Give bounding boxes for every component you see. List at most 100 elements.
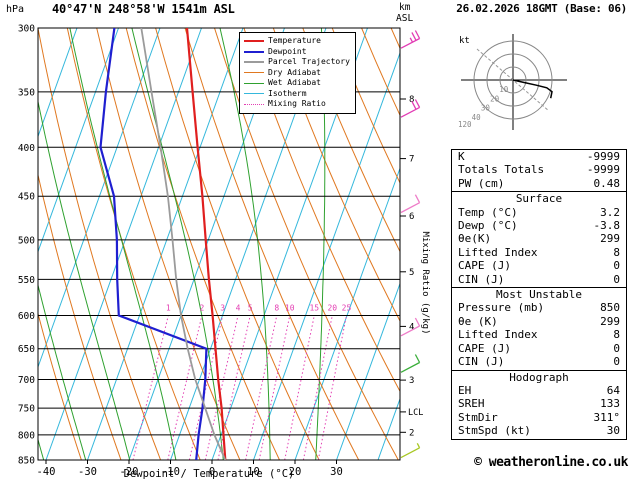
stats-row: K -9999 [452, 150, 626, 163]
stats-row: CAPE (J) 0 [452, 259, 626, 272]
hodograph-unit-label: kt [459, 36, 470, 46]
svg-text:4: 4 [409, 322, 414, 332]
x-axis-label: Dewpoint / Temperature (°C) [123, 468, 295, 480]
stats-label: θe (K) [458, 314, 498, 328]
svg-text:750: 750 [18, 404, 35, 415]
svg-text:300: 300 [18, 24, 35, 35]
svg-text:600: 600 [18, 311, 35, 322]
series-temperature [185, 28, 227, 460]
svg-text:850: 850 [18, 456, 35, 467]
legend-line-swatch [244, 72, 264, 74]
wind-barb [400, 354, 421, 373]
svg-text:20: 20 [289, 466, 302, 478]
mixing-ratio-value-labels: 1 2 3 4 5 8 10 15 20 25 [166, 304, 352, 313]
stats-section-title: Hodograph [509, 370, 569, 384]
wind-barb [400, 99, 421, 118]
stats-section-title: Most Unstable [495, 288, 583, 302]
stats-value: 299 [600, 314, 620, 328]
legend-line-swatch [244, 40, 264, 43]
run-datetime: 26.02.2026 18GMT (Base: 06) [456, 2, 627, 15]
svg-text:8: 8 [409, 95, 414, 105]
credit-watermark: © weatheronline.co.uk [474, 455, 628, 470]
lcl-label: LCL [408, 408, 423, 418]
stats-section: Hodograph EH 64 SREH 133 StmDir 311° StmSpd (kt… [452, 369, 626, 439]
stats-value: 0 [613, 272, 620, 286]
stats-panel: K -9999 Totals Totals -9999 PW (cm) 0.48 Surfa… [451, 149, 627, 440]
altitude-ticks: 2 3 4 5 6 7 8 [400, 95, 414, 438]
series-dewpoint [99, 28, 208, 460]
plot-background-lines [38, 28, 400, 460]
hodograph-trace [512, 79, 553, 99]
legend-item-label: Dewpoint [268, 46, 307, 56]
station-title: 40°47'N 248°58'W 1541m ASL [52, 2, 235, 16]
legend-item-label: Isotherm [268, 88, 307, 98]
legend-item-label: Temperature [268, 36, 321, 45]
svg-text:5: 5 [409, 268, 414, 278]
svg-text:3: 3 [220, 304, 225, 313]
svg-text:-40: -40 [37, 466, 56, 478]
svg-text:10: 10 [247, 466, 260, 478]
svg-text:350: 350 [18, 87, 35, 98]
hodograph-ring [473, 40, 553, 120]
svg-text:4: 4 [236, 304, 241, 313]
legend-item-label: Dry Adiabat [268, 67, 321, 77]
hodograph-ring [499, 66, 527, 94]
altitude-axis-unit-km: km [399, 2, 411, 13]
legend-item: Wet Adiabat [244, 78, 350, 89]
stats-label: CIN (J) [458, 272, 505, 286]
stats-label: PW (cm) [458, 176, 505, 190]
stats-section: K -9999 Totals Totals -9999 PW (cm) 0.48 [452, 150, 626, 191]
stats-row: StmSpd (kt) 30 [452, 424, 626, 437]
stats-label: StmSpd (kt) [458, 424, 531, 438]
stats-row: Lifted Index 8 [452, 328, 626, 341]
pressure-tick-labels: 300 350 400 450 500 550 600 650 700 750 800 850 [18, 24, 35, 467]
stats-value: 850 [600, 301, 620, 315]
stats-label: CAPE (J) [458, 259, 511, 273]
wind-barb [400, 30, 421, 49]
stats-value: 0.48 [593, 176, 621, 190]
svg-text:15: 15 [309, 304, 319, 313]
wind-barbs [400, 30, 421, 459]
stats-label: CAPE (J) [458, 341, 511, 355]
series-parcel-trajectory [140, 28, 227, 460]
legend-item-label: Parcel Trajectory [268, 57, 350, 66]
svg-text:2: 2 [199, 304, 204, 313]
svg-text:400: 400 [18, 143, 35, 154]
stats-row: Totals Totals -9999 [452, 163, 626, 176]
wind-barb [400, 317, 421, 337]
wet-adiabat-lines [38, 28, 326, 460]
svg-text:30: 30 [481, 104, 491, 113]
sounding-profiles [99, 28, 227, 460]
svg-text:-30: -30 [78, 466, 97, 478]
stats-section-title: Surface [515, 192, 563, 206]
stats-value: 3.2 [600, 205, 620, 219]
stats-row: SREH 133 [452, 397, 626, 410]
stats-label: SREH [458, 397, 485, 411]
svg-text:6: 6 [409, 212, 414, 222]
stats-section: Most Unstable Pressure (mb) 850 θe (K) 299 Li… [452, 287, 626, 369]
chart-legend: Temperature Dewpoint Parcel Trajectory Dry … [239, 32, 356, 114]
stats-value: 311° [593, 410, 621, 424]
legend-item-label: Mixing Ratio [268, 99, 326, 108]
stats-value: 0 [613, 341, 620, 355]
stats-label: Lifted Index [458, 328, 538, 342]
stats-row: StmDir 311° [452, 411, 626, 424]
svg-text:40: 40 [472, 113, 482, 122]
stats-value: 30 [606, 424, 620, 438]
legend-item: Mixing Ratio [244, 99, 350, 110]
stats-row: CIN (J) 0 [452, 355, 626, 368]
stats-row: Temp (°C) 3.2 [452, 206, 626, 219]
altitude-axis-unit-asl: ASL [396, 13, 414, 24]
legend-item: Parcel Trajectory [244, 57, 350, 68]
stats-value: 8 [613, 245, 620, 259]
legend-item: Isotherm [244, 89, 350, 100]
stats-row: θe(K) 299 [452, 232, 626, 245]
svg-text:0: 0 [209, 466, 215, 478]
stats-label: CIN (J) [458, 355, 505, 369]
legend-line-swatch [244, 93, 264, 95]
svg-text:8: 8 [274, 304, 279, 313]
svg-text:7: 7 [409, 155, 414, 165]
stats-row: PW (cm) 0.48 [452, 177, 626, 190]
